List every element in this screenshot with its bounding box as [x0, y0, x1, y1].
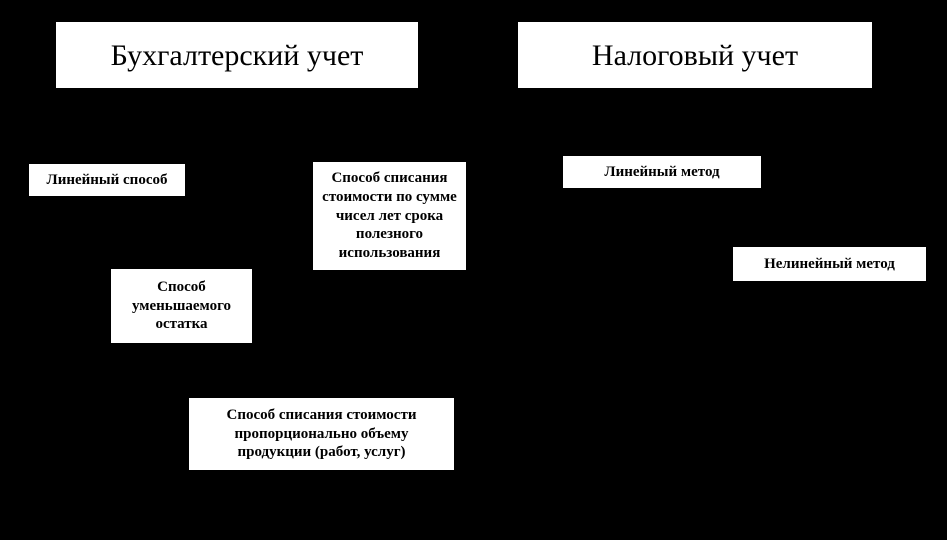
node-sum-of-years-label: Способ списания стоимости по сумме чисел… [321, 169, 458, 263]
node-proportional: Способ списания стоимости пропорциональн… [188, 397, 455, 471]
header-accounting: Бухгалтерский учет [54, 20, 420, 90]
node-tax-linear-label: Линейный метод [604, 163, 719, 182]
node-linear-method-label: Линейный способ [47, 171, 168, 190]
header-tax: Налоговый учет [516, 20, 874, 90]
header-accounting-label: Бухгалтерский учет [111, 39, 364, 72]
node-tax-linear: Линейный метод [562, 155, 762, 189]
node-proportional-label: Способ списания стоимости пропорциональн… [197, 406, 446, 462]
header-tax-label: Налоговый учет [592, 39, 798, 72]
node-declining-balance-label: Способ уменьшаемого остатка [119, 278, 244, 334]
node-tax-nonlinear: Нелинейный метод [732, 246, 927, 282]
node-sum-of-years: Способ списания стоимости по сумме чисел… [312, 161, 467, 271]
node-tax-nonlinear-label: Нелинейный метод [764, 255, 895, 274]
node-declining-balance: Способ уменьшаемого остатка [110, 268, 253, 344]
node-linear-method: Линейный способ [28, 163, 186, 197]
